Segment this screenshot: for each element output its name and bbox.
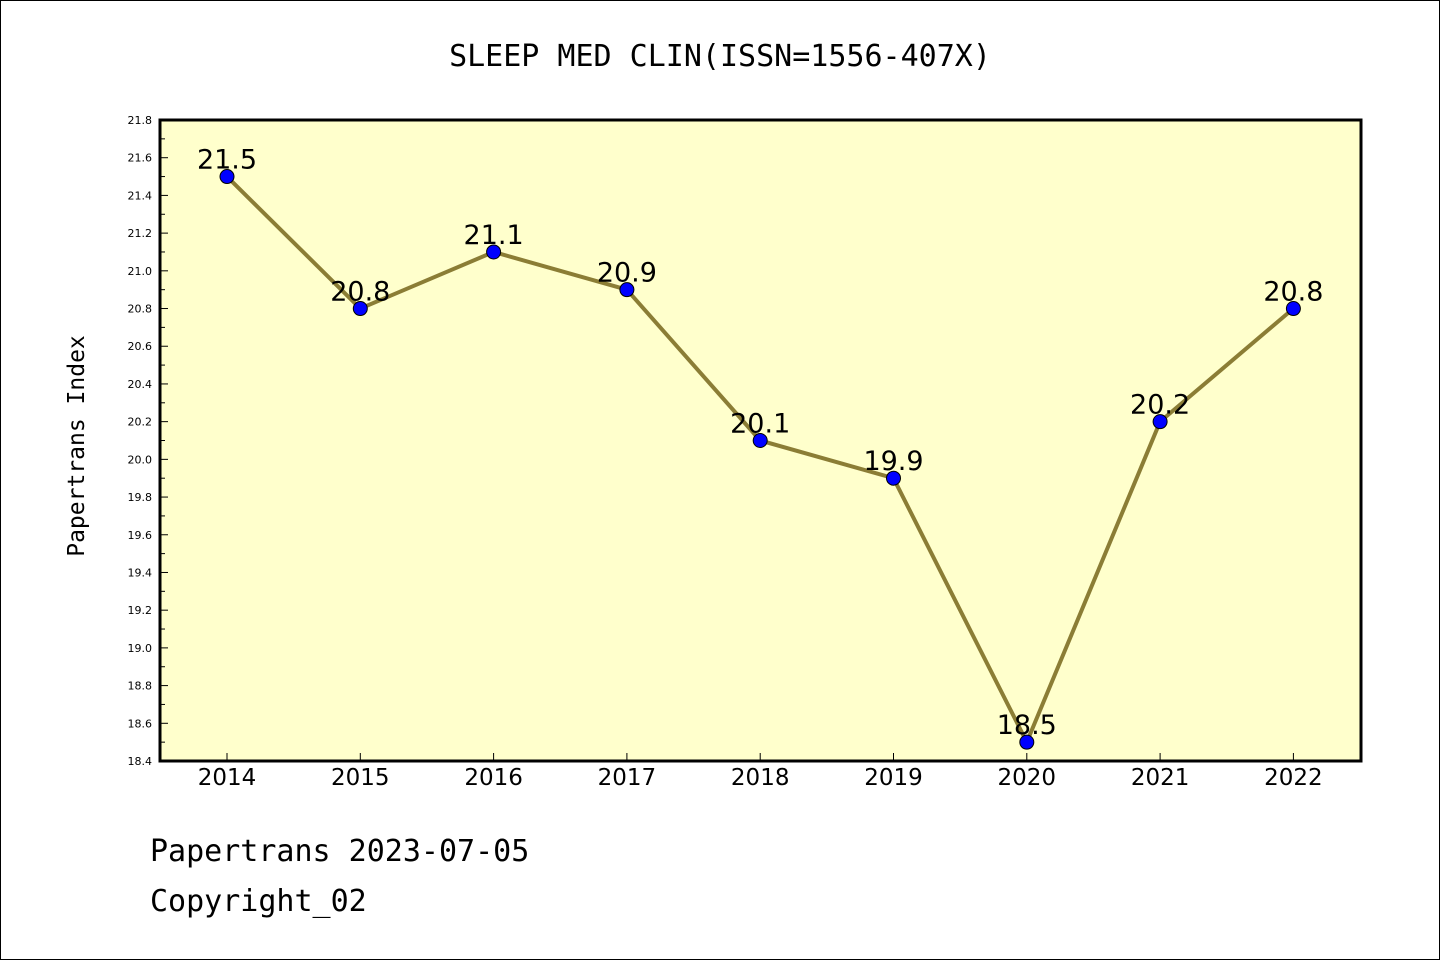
x-tick-label: 2016 <box>464 765 523 791</box>
y-tick-label: 21.6 <box>128 152 153 165</box>
data-label: 21.5 <box>197 145 257 176</box>
axis-ticks: 18.4 18.6 18.8 19.0 19.2 19.4 19.6 19.8 20.0 20.2… <box>128 114 1323 791</box>
y-tick-label: 21.4 <box>128 189 153 202</box>
data-label: 20.8 <box>330 277 390 308</box>
x-tick-label: 2015 <box>331 765 390 791</box>
data-point <box>486 244 502 260</box>
y-tick-label: 20.4 <box>128 378 153 391</box>
y-tick-label: 19.8 <box>128 491 153 504</box>
data-label: 21.1 <box>464 220 524 251</box>
data-point <box>1019 734 1035 750</box>
series-layer: 21.5 20.8 21.1 20.9 20.1 19.9 18.5 20.2 20.8 <box>197 145 1323 750</box>
data-point <box>752 433 768 448</box>
y-tick-label: 19.6 <box>128 529 153 542</box>
y-tick-label: 19.0 <box>128 642 153 655</box>
data-label: 19.9 <box>863 446 923 477</box>
x-tick-label: 2020 <box>998 765 1057 791</box>
data-label: 20.1 <box>730 409 790 440</box>
data-point <box>219 169 235 185</box>
y-tick-label: 21.0 <box>128 265 153 278</box>
data-point <box>352 301 368 317</box>
y-tick-label: 20.6 <box>128 340 153 353</box>
x-tick-label: 2021 <box>1131 765 1190 791</box>
data-label: 20.2 <box>1130 390 1190 421</box>
y-tick-label: 19.4 <box>128 566 153 579</box>
chart-title: SLEEP MED CLIN(ISSN=1556-407X) <box>449 39 991 74</box>
data-point <box>619 282 635 298</box>
y-axis-label: Papertrans Index <box>64 335 90 557</box>
plot-border <box>158 118 1363 763</box>
x-tick-label: 2019 <box>864 765 923 791</box>
data-point <box>886 470 901 486</box>
x-tick-label: 2018 <box>731 765 790 791</box>
y-tick-label: 20.8 <box>128 303 153 316</box>
y-tick-label: 18.6 <box>128 717 153 730</box>
data-point <box>1152 414 1168 430</box>
y-tick-label: 20.2 <box>128 416 153 429</box>
footer-copyright: Copyright_02 <box>150 884 367 919</box>
y-tick-label: 18.4 <box>128 755 153 768</box>
data-label: 20.8 <box>1263 277 1323 308</box>
x-tick-label: 2017 <box>598 765 657 791</box>
footer-date: Papertrans 2023-07-05 <box>150 834 530 869</box>
y-tick-label: 18.8 <box>128 680 153 693</box>
y-tick-label: 21.2 <box>128 227 153 240</box>
y-tick-label: 20.0 <box>128 453 153 466</box>
data-label: 20.9 <box>597 258 657 289</box>
y-tick-label: 21.8 <box>128 114 153 127</box>
y-tick-label: 19.2 <box>128 604 153 617</box>
data-point <box>1285 301 1301 317</box>
x-tick-label: 2014 <box>198 765 257 791</box>
x-tick-label: 2022 <box>1264 765 1323 791</box>
data-label: 18.5 <box>997 710 1057 741</box>
